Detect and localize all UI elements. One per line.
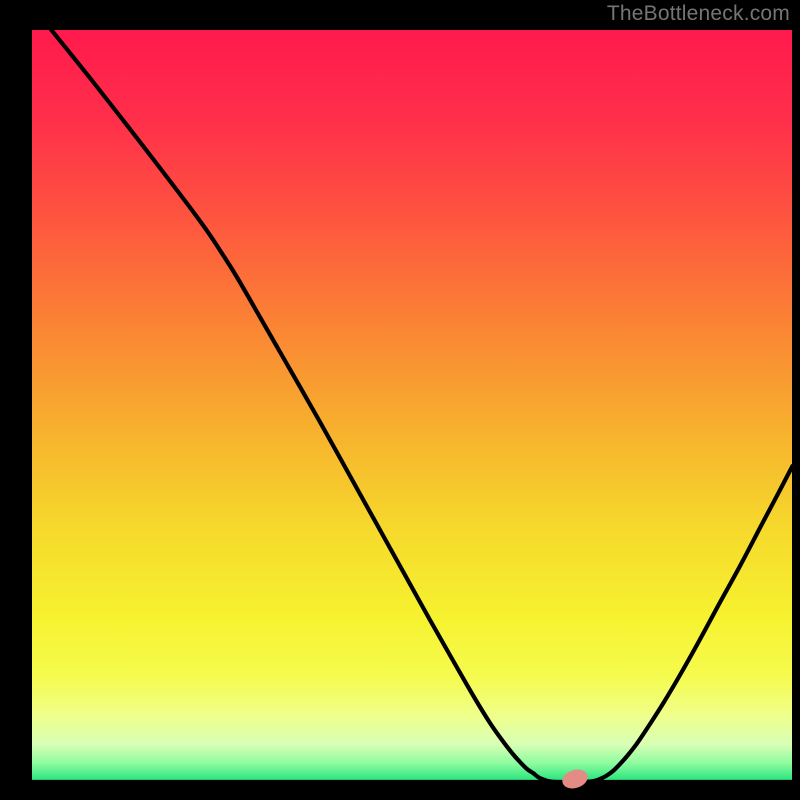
gradient-background: [32, 30, 792, 782]
chart-frame: TheBottleneck.com: [0, 0, 800, 800]
bottleneck-chart: [0, 0, 800, 800]
watermark-text: TheBottleneck.com: [607, 2, 790, 26]
